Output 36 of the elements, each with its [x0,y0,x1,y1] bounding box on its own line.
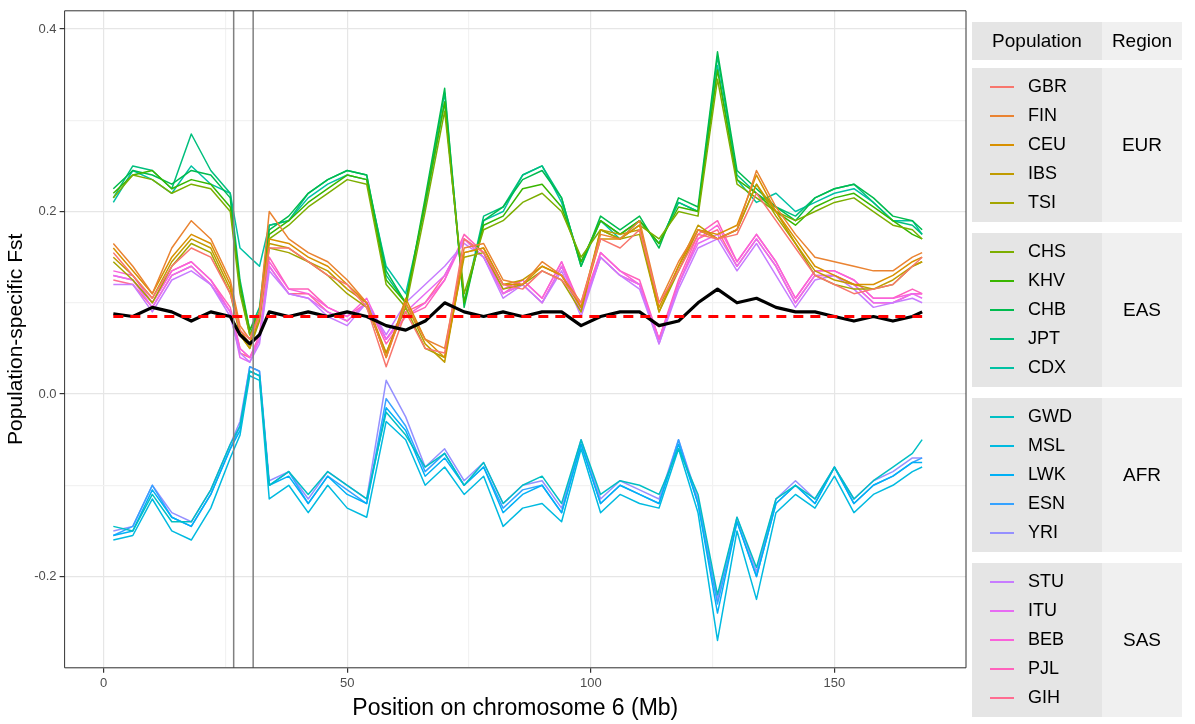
legend-label: KHV [1028,270,1066,291]
text: AFR [1102,398,1182,552]
x-tick-label: 0 [99,675,108,691]
y-axis-title: Population-specific Fst [3,233,27,445]
x-axis-title: Position on chromosome 6 (Mb) [352,693,679,720]
legend-label: BEB [1028,629,1065,650]
text: EUR [1102,68,1182,222]
legend-label: CHS [1028,241,1067,262]
legend-label: YRI [1028,522,1059,543]
legend-label: CEU [1028,134,1067,155]
x-tick-label: 50 [339,675,355,691]
text: SAS [1102,563,1182,717]
x-tick-label: 100 [579,675,602,691]
legend-label: GWD [1028,406,1072,427]
legend-title: Population [972,22,1102,60]
legend-label: CDX [1028,357,1067,378]
y-tick-label: 0.4 [38,20,57,36]
legend-label: JPT [1028,328,1061,349]
text: EAS [1102,233,1182,387]
x-tick-label: 150 [823,675,846,691]
text: Region [1102,22,1182,60]
legend-label: PJL [1028,658,1060,679]
y-tick-label: 0.2 [38,203,57,219]
y-tick-label: -0.2 [34,568,57,584]
legend-label: MSL [1028,435,1066,456]
legend-label: GIH [1028,687,1061,708]
legend-label: TSI [1028,192,1057,213]
legend-label: ESN [1028,493,1066,514]
legend-label: IBS [1028,163,1058,184]
legend-label: ITU [1028,600,1057,621]
legend-label: CHB [1028,299,1067,320]
legend-label: STU [1028,571,1064,592]
legend-label: LWK [1028,464,1066,485]
y-tick-label: 0.0 [38,385,57,401]
legend-label: GBR [1028,76,1068,97]
legend-label: FIN [1028,105,1057,126]
